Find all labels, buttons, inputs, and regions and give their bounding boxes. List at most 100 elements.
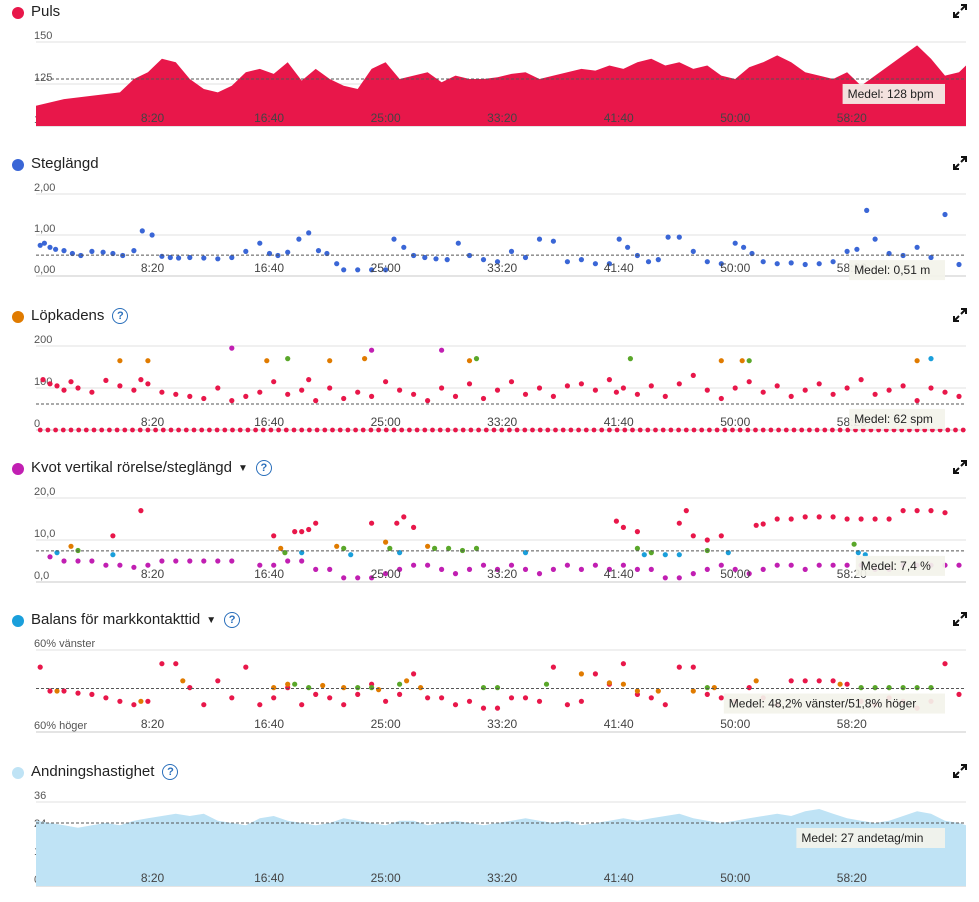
expand-icon[interactable] <box>953 4 967 18</box>
data-point <box>466 566 473 572</box>
data-point <box>637 427 643 433</box>
data-point <box>168 427 174 433</box>
data-point <box>655 688 661 694</box>
data-point <box>494 259 501 265</box>
data-point <box>455 240 461 246</box>
data-point <box>83 427 89 433</box>
data-point <box>45 427 51 433</box>
x-tick-label: 50:00 <box>720 717 750 731</box>
area-series <box>36 809 966 886</box>
data-point <box>606 261 613 267</box>
data-point <box>117 698 123 704</box>
data-point <box>362 356 368 362</box>
data-point <box>131 387 137 393</box>
data-point <box>491 427 497 433</box>
data-point <box>452 393 459 399</box>
data-point <box>387 545 393 551</box>
data-point <box>173 661 179 667</box>
data-point <box>306 377 312 383</box>
expand-icon[interactable] <box>953 460 967 474</box>
data-point <box>215 385 221 391</box>
data-point <box>690 248 696 254</box>
data-point <box>508 248 515 254</box>
data-point <box>292 529 298 535</box>
expand-icon[interactable] <box>953 308 967 322</box>
data-point <box>201 395 207 402</box>
average-label: Medel: 48,2% vänster/51,8% höger <box>729 697 916 711</box>
data-point <box>103 377 109 383</box>
data-point <box>91 427 97 433</box>
help-icon[interactable]: ? <box>162 764 179 780</box>
dropdown-arrow-icon[interactable]: ▼ <box>206 615 217 626</box>
data-point <box>914 685 920 691</box>
panel-header: Balans för markkontakttid ▼? <box>0 608 979 632</box>
data-point <box>956 393 962 399</box>
data-point <box>222 427 228 433</box>
dropdown-arrow-icon[interactable]: ▼ <box>237 463 248 474</box>
average-label: Medel: 7,4 % <box>861 559 931 573</box>
data-point <box>191 427 197 433</box>
data-point <box>283 427 289 433</box>
data-point <box>494 705 501 711</box>
data-point <box>606 680 613 686</box>
data-point <box>613 389 620 395</box>
data-point <box>872 236 878 242</box>
data-point <box>753 678 759 684</box>
data-point <box>397 681 403 687</box>
data-point <box>264 358 270 364</box>
x-tick-label: 50:00 <box>720 567 750 581</box>
data-point <box>394 520 400 526</box>
data-point <box>201 255 207 261</box>
data-point <box>476 427 481 433</box>
data-point <box>313 520 319 526</box>
data-point <box>160 427 166 433</box>
heart-rate-chart: 1501251008:2016:4025:0033:2041:4050:0058… <box>34 30 966 127</box>
data-point <box>411 524 417 530</box>
data-point <box>299 529 305 535</box>
help-icon[interactable]: ? <box>255 460 272 476</box>
expand-icon[interactable] <box>953 764 967 778</box>
data-point <box>187 254 193 261</box>
data-point <box>452 702 459 708</box>
data-point <box>768 427 774 433</box>
data-point <box>914 508 920 514</box>
help-icon[interactable]: ? <box>112 308 129 324</box>
data-point <box>229 558 235 564</box>
legend-dot <box>12 767 24 779</box>
data-point <box>114 427 120 433</box>
data-point <box>928 685 934 691</box>
data-point <box>37 242 43 248</box>
y-tick-label: 0 <box>34 418 40 430</box>
data-point <box>822 427 828 433</box>
data-point <box>704 685 710 691</box>
data-point <box>61 558 67 564</box>
data-point <box>437 427 443 433</box>
x-tick-label: 33:20 <box>487 871 517 885</box>
data-point <box>668 427 674 433</box>
data-point <box>271 533 277 539</box>
area-series <box>36 45 966 126</box>
data-point <box>592 671 599 677</box>
x-tick-label: 41:40 <box>604 567 634 581</box>
data-point <box>376 427 381 433</box>
data-point <box>776 427 781 433</box>
data-point <box>117 383 123 389</box>
data-point <box>690 664 696 670</box>
data-point <box>522 391 529 397</box>
data-point <box>564 562 571 568</box>
data-point <box>404 678 410 684</box>
expand-icon[interactable] <box>953 612 967 626</box>
data-point <box>914 358 920 364</box>
data-point <box>622 427 628 433</box>
data-point <box>407 427 412 433</box>
x-tick-label: 25:00 <box>371 871 401 885</box>
x-tick-label: 58:20 <box>837 717 867 731</box>
data-point <box>383 379 389 385</box>
help-icon[interactable]: ? <box>224 612 241 628</box>
data-point <box>414 427 420 433</box>
data-point <box>383 267 389 273</box>
data-point <box>704 566 710 572</box>
expand-icon[interactable] <box>953 156 967 170</box>
x-tick-label: 16:40 <box>254 717 284 731</box>
data-point <box>550 393 557 399</box>
